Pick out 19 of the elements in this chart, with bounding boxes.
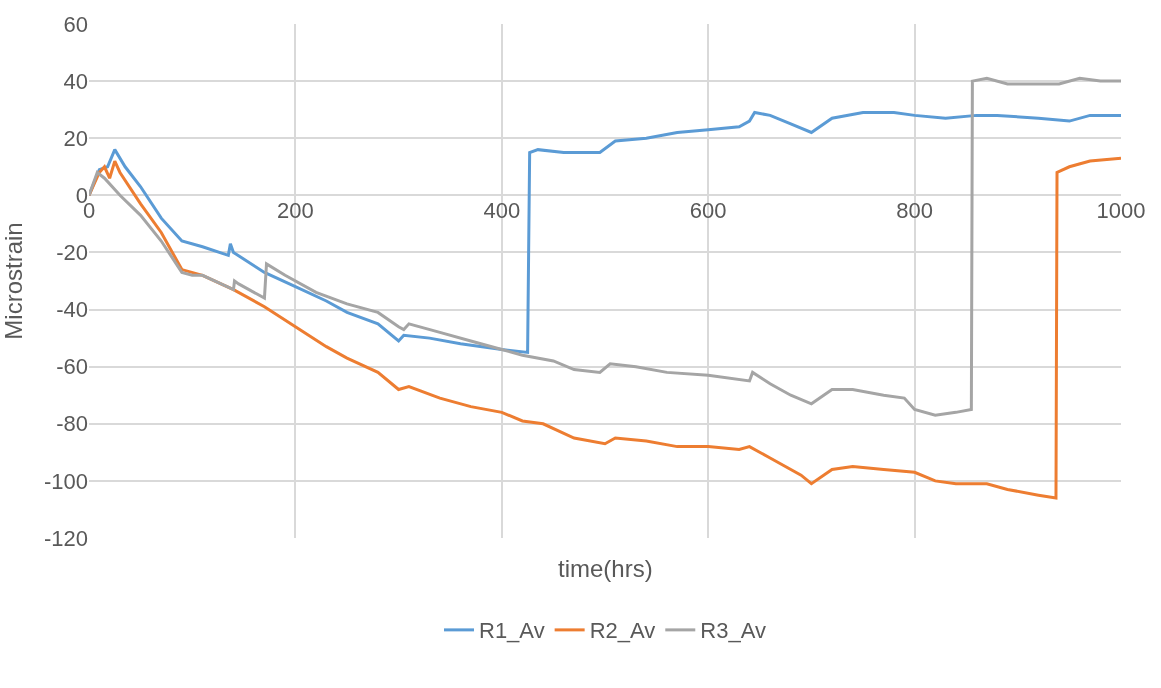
x-tick-label: 800 [896, 198, 933, 224]
y-tick-label: -60 [56, 354, 88, 380]
y-tick-label: -120 [43, 525, 88, 551]
legend-label: R3_Av [700, 618, 766, 644]
x-tick-label: 1000 [1096, 198, 1146, 224]
y-tick-label: -80 [56, 411, 88, 437]
y-tick-label: 40 [63, 68, 88, 94]
x-tick-label: 400 [483, 198, 521, 224]
y-axis-title: Microstrain [0, 222, 27, 340]
y-tick-label: -20 [56, 240, 88, 266]
y-tick-label: 20 [63, 125, 88, 151]
legend-label: R2_Av [589, 618, 656, 644]
x-tick-label: 200 [277, 198, 314, 224]
y-tick-label: -40 [56, 297, 88, 323]
y-tick-label: 60 [63, 11, 88, 37]
legend-label: R1_Av [479, 618, 545, 644]
x-tick-label: 600 [689, 198, 727, 224]
y-tick-label: -100 [43, 468, 88, 494]
x-axis-title: time(hrs) [558, 555, 653, 582]
